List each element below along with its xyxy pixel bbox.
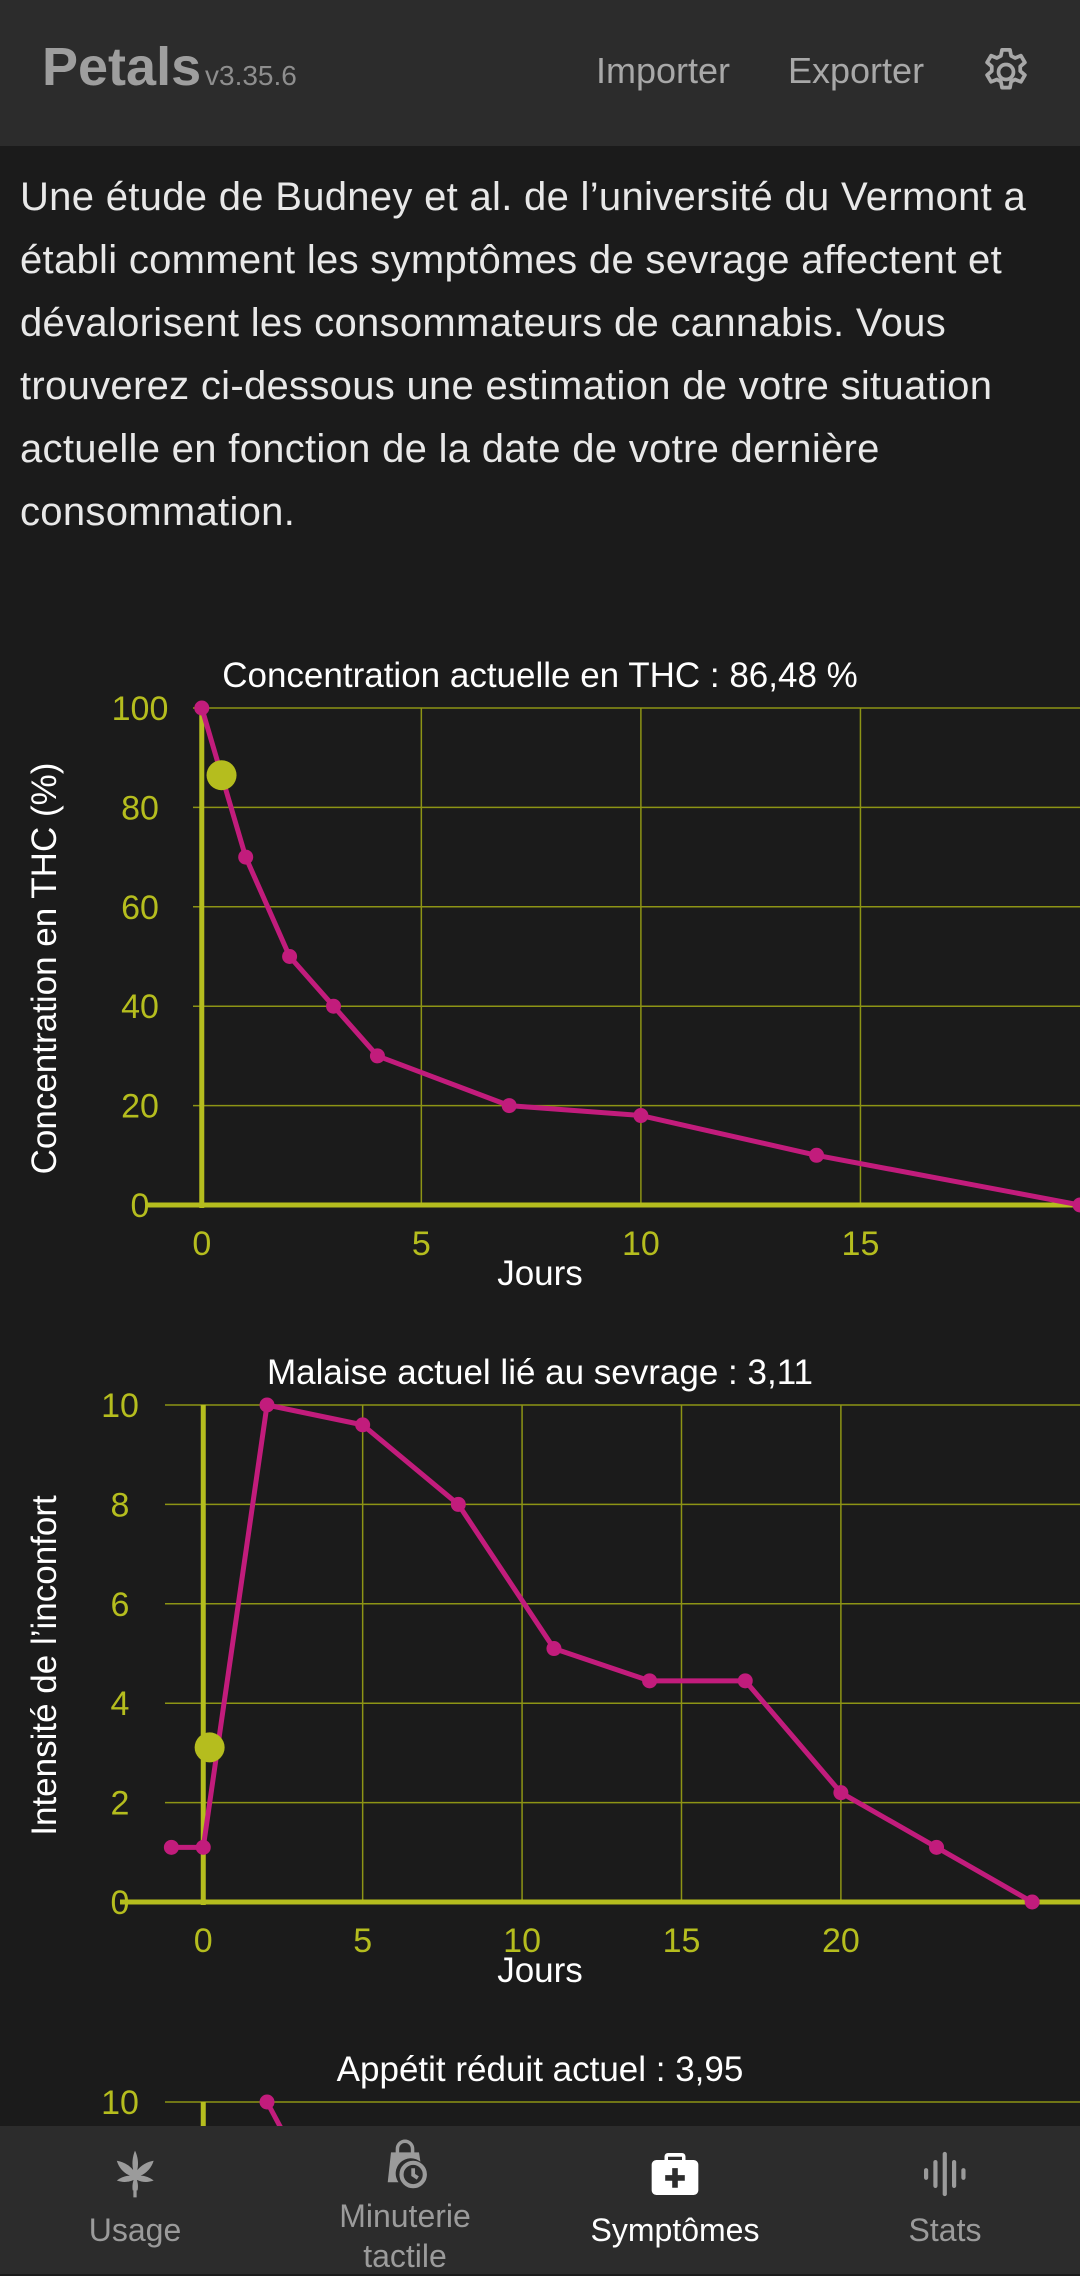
current-point-marker	[207, 760, 237, 790]
data-point	[929, 1840, 944, 1855]
chart-title: Malaise actuel lié au sevrage : 3,11	[267, 1353, 813, 1392]
y-tick-label: 10	[101, 1387, 139, 1425]
tab-stats[interactable]: Stats	[810, 2126, 1080, 2274]
y-tick-label: 60	[121, 889, 159, 927]
timer-bag-icon	[377, 2136, 433, 2192]
app-version: v3.35.6	[205, 60, 297, 92]
tab-symptoms[interactable]: Symptômes	[540, 2126, 810, 2274]
x-tick-label: 5	[412, 1225, 431, 1263]
y-tick-label: 100	[112, 690, 169, 728]
tab-timer[interactable]: Minuterie tactile	[270, 2126, 540, 2274]
data-point	[164, 1840, 179, 1855]
data-point	[326, 999, 341, 1014]
y-tick-label: 6	[111, 1586, 130, 1624]
data-point	[633, 1108, 648, 1123]
cannabis-leaf-icon	[107, 2146, 163, 2202]
x-tick-label: 15	[842, 1225, 880, 1263]
y-tick-label: 20	[121, 1088, 159, 1126]
x-tick-label: 0	[194, 1922, 213, 1960]
tab-label-usage: Usage	[0, 2210, 270, 2250]
chart-title: Appétit réduit actuel : 3,95	[337, 2050, 744, 2089]
app-header: Petals v3.35.6 Importer Exporter	[0, 0, 1080, 146]
export-button[interactable]: Exporter	[788, 50, 924, 92]
data-point	[260, 1398, 275, 1413]
intro-text: Une étude de Budney et al. de l’universi…	[20, 166, 1060, 544]
data-point	[370, 1048, 385, 1063]
x-axis-label: Jours	[497, 1254, 583, 1293]
waveform-icon	[917, 2146, 973, 2202]
y-axis-label: Concentration en THC (%)	[25, 763, 64, 1175]
data-point	[1025, 1895, 1040, 1910]
data-point	[282, 949, 297, 964]
current-point-marker	[195, 1732, 225, 1762]
data-point	[642, 1673, 657, 1688]
x-tick-label: 15	[663, 1922, 701, 1960]
y-tick-label: 0	[131, 1187, 150, 1225]
tab-usage[interactable]: Usage	[0, 2126, 270, 2274]
gear-icon[interactable]	[978, 44, 1034, 100]
y-axis-label: Intensité de l’inconfort	[25, 1495, 64, 1836]
x-tick-label: 20	[822, 1922, 860, 1960]
data-point	[1073, 1198, 1080, 1213]
data-point	[355, 1417, 370, 1432]
medical-kit-icon	[647, 2146, 703, 2202]
y-tick-label: 10	[101, 2084, 139, 2122]
chart-title: Concentration actuelle en THC : 86,48 %	[222, 656, 858, 695]
app-title: Petals	[42, 36, 201, 98]
discomfort-chart-svg: Malaise actuel lié au sevrage : 3,11 0 2 4 6…	[0, 1337, 1080, 1997]
appetite-chart-svg: Appétit réduit actuel : 3,95 10	[0, 2034, 1080, 2126]
data-point	[238, 850, 253, 865]
data-point	[546, 1641, 561, 1656]
data-point	[502, 1098, 517, 1113]
series-line	[171, 1405, 1032, 1902]
y-tick-label: 80	[121, 789, 159, 827]
tab-label-symptoms: Symptômes	[540, 2210, 810, 2250]
data-point	[809, 1148, 824, 1163]
data-point	[451, 1497, 466, 1512]
y-tick-label: 8	[111, 1486, 130, 1524]
data-point	[196, 1840, 211, 1855]
thc-chart-svg: Concentration actuelle en THC : 86,48 % 0…	[0, 640, 1080, 1300]
tab-label-stats: Stats	[810, 2210, 1080, 2250]
y-tick-label: 2	[111, 1785, 130, 1823]
tab-label-timer-line: Minuterie tactile	[339, 2198, 471, 2274]
data-point	[738, 1673, 753, 1688]
data-point	[260, 2095, 275, 2110]
withdrawal-discomfort-chart: Malaise actuel lié au sevrage : 3,11 0 2 4 6…	[0, 1337, 1080, 1997]
x-tick-label: 10	[622, 1225, 660, 1263]
import-button[interactable]: Importer	[596, 50, 730, 92]
data-point	[833, 1785, 848, 1800]
thc-concentration-chart: Concentration actuelle en THC : 86,48 % 0…	[0, 640, 1080, 1300]
x-tick-label: 5	[353, 1922, 372, 1960]
y-tick-label: 4	[111, 1685, 130, 1723]
y-tick-label: 40	[121, 988, 159, 1026]
x-axis-label: Jours	[497, 1951, 583, 1990]
bottom-tab-bar: Usage Minuterie tactile Symptômes Stats	[0, 2126, 1080, 2274]
reduced-appetite-chart: Appétit réduit actuel : 3,95 10	[0, 2034, 1080, 2126]
tab-label-timer: Minuterie tactile	[270, 2196, 540, 2276]
x-tick-label: 0	[192, 1225, 211, 1263]
data-point	[194, 701, 209, 716]
